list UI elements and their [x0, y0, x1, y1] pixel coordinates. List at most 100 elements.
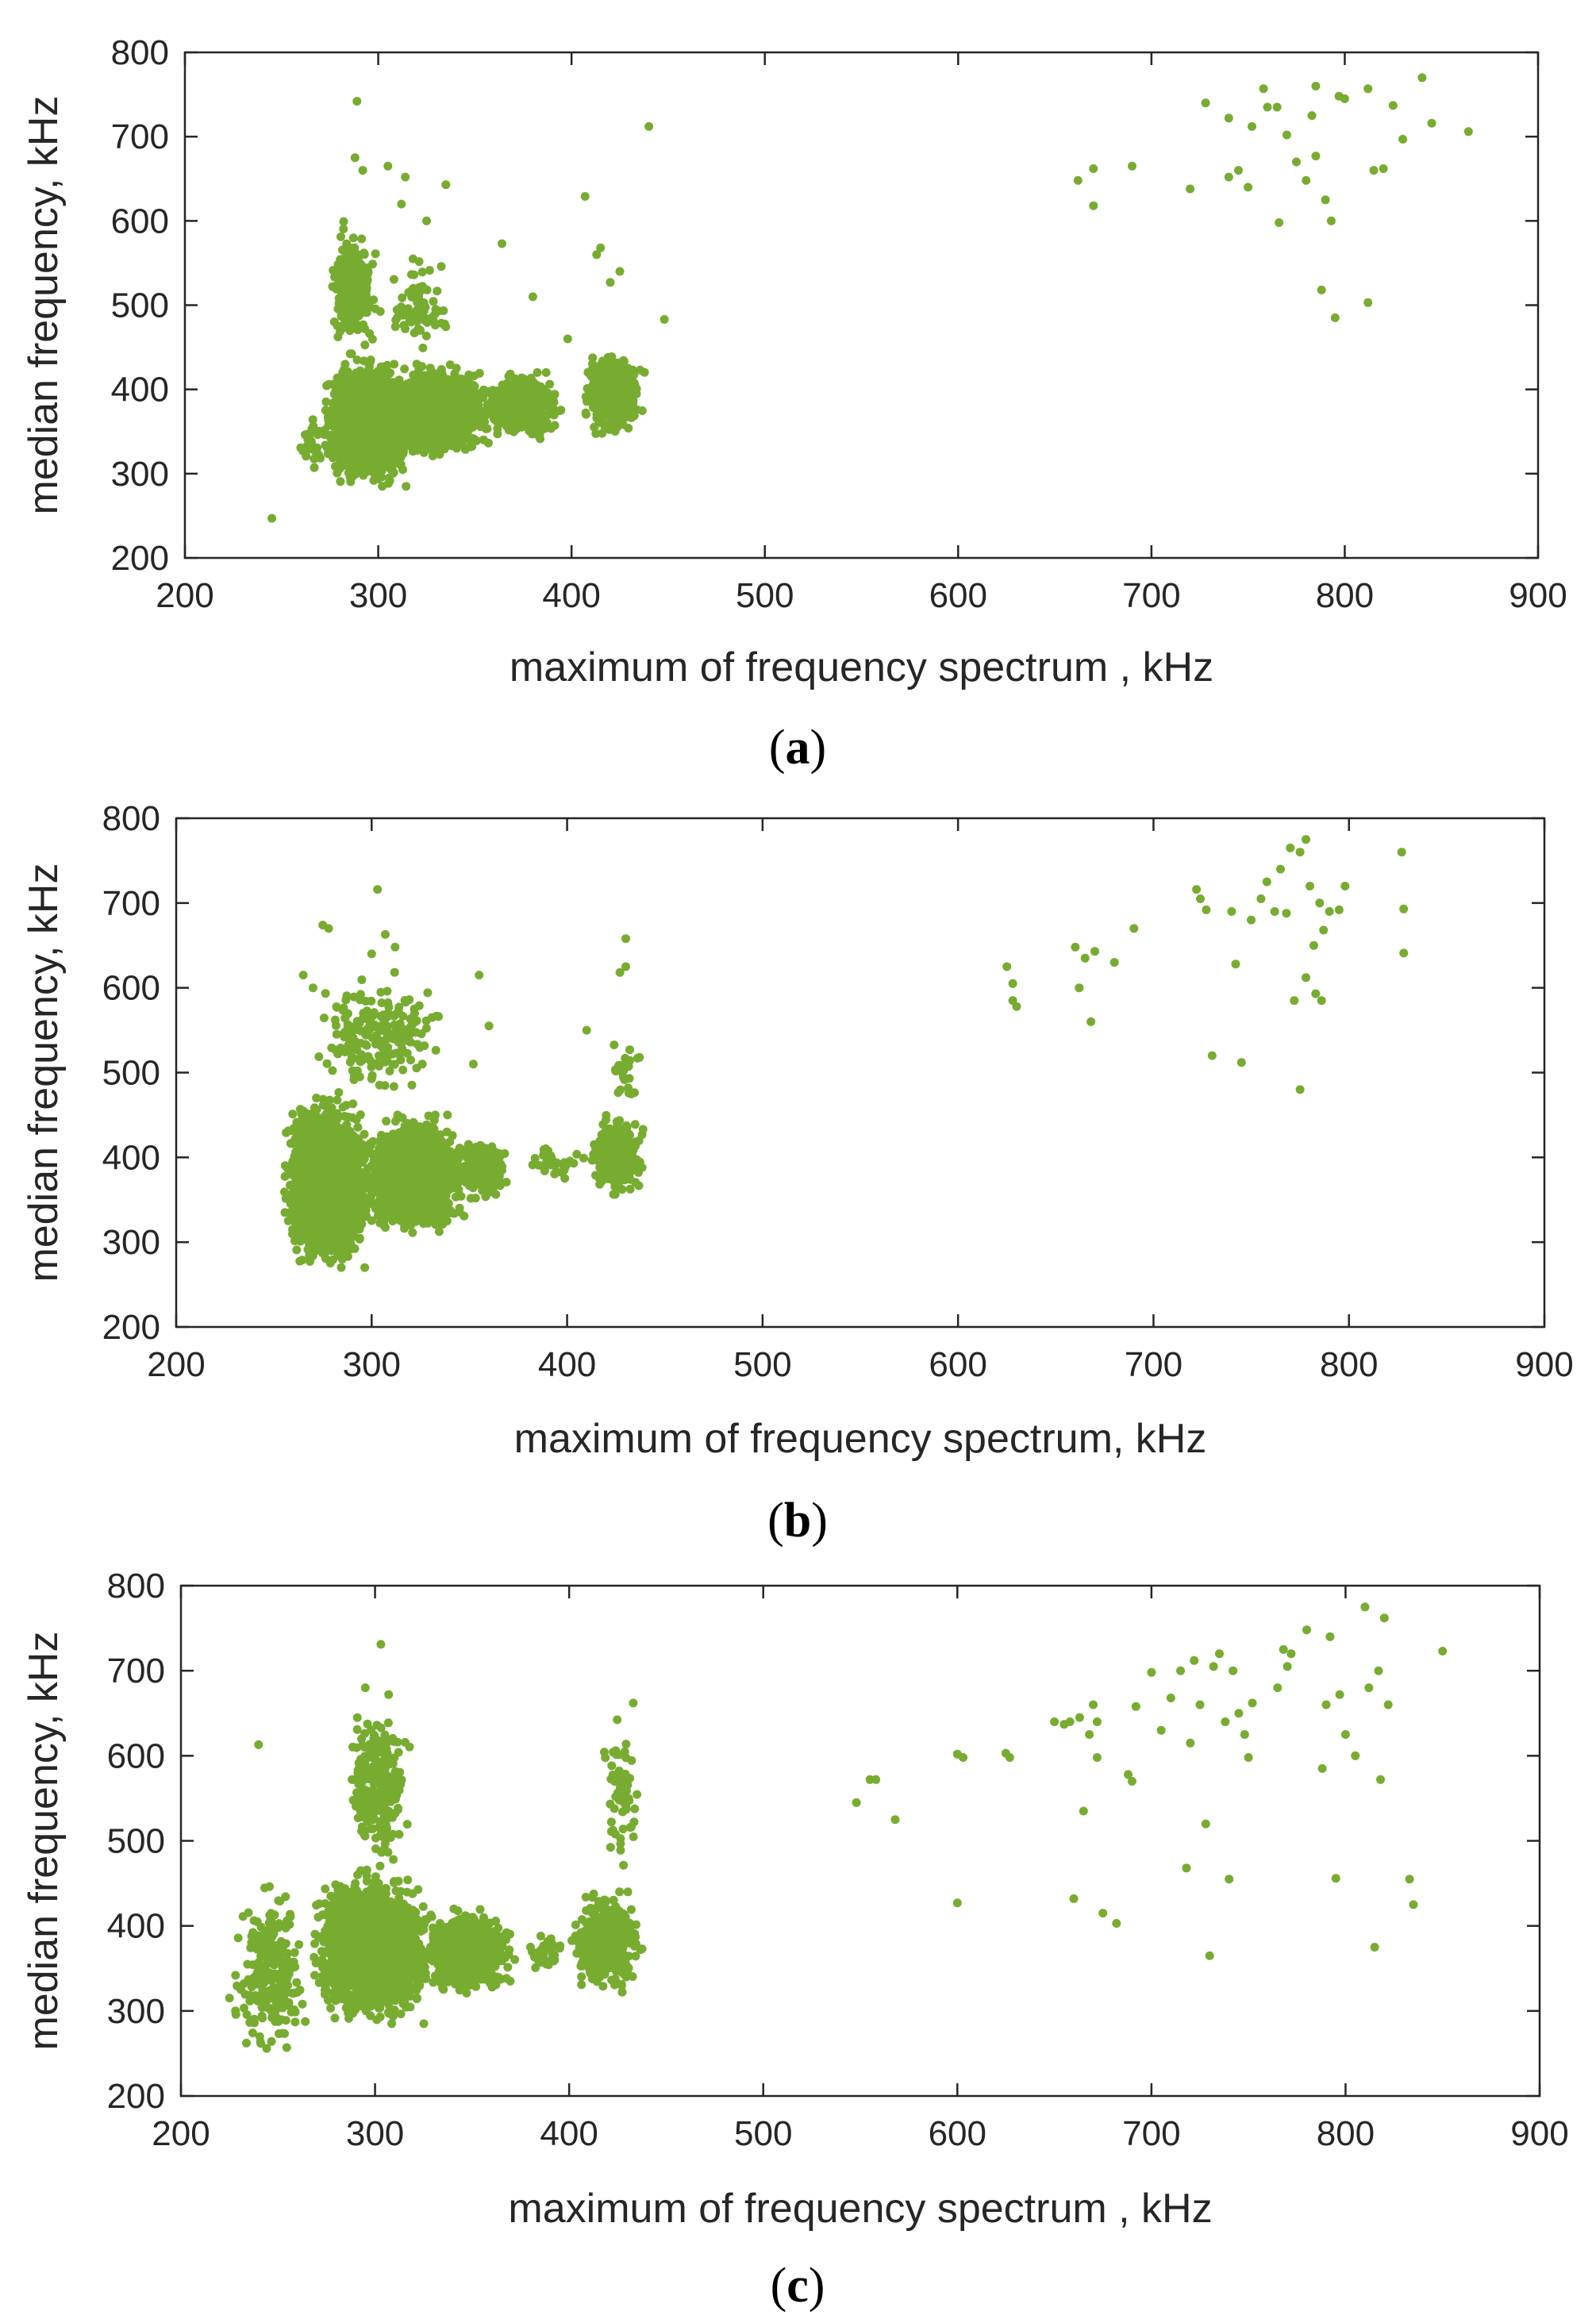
scatter-point — [358, 453, 367, 463]
scatter-point — [347, 446, 356, 456]
scatter-point — [388, 405, 397, 414]
scatter-point — [427, 367, 436, 376]
scatter-point — [479, 393, 488, 402]
scatter-point — [378, 482, 387, 491]
scatter-point — [455, 383, 464, 393]
scatter-point — [391, 438, 400, 448]
scatter-point — [401, 382, 410, 391]
scatter-point — [359, 464, 368, 474]
scatter-point — [533, 367, 542, 377]
scatter-point — [409, 402, 418, 412]
scatter-point — [430, 391, 440, 401]
scatter-point — [347, 470, 356, 479]
scatter-point — [526, 373, 536, 383]
scatter-point — [466, 442, 475, 452]
scatter-point — [531, 425, 540, 434]
scatter-point — [467, 402, 477, 412]
scatter-point — [411, 439, 421, 448]
scatter-point — [545, 379, 555, 389]
scatter-point — [363, 437, 373, 446]
scatter-point — [353, 416, 363, 425]
scatter-point — [366, 356, 375, 366]
scatter-point — [394, 375, 404, 385]
scatter-point — [373, 417, 383, 427]
scatter-point — [328, 430, 337, 440]
scatter-point — [367, 452, 377, 462]
scatter-point — [428, 421, 437, 430]
scatter-point — [398, 407, 407, 417]
scatter-point — [420, 387, 429, 397]
scatter-point — [329, 412, 338, 421]
scatter-point — [445, 360, 455, 370]
scatter-point — [390, 360, 399, 369]
scatter-point — [386, 444, 395, 453]
scatter-point — [519, 374, 529, 383]
scatter-point — [347, 457, 356, 467]
scatter-point — [371, 439, 381, 448]
scatter-point — [410, 430, 420, 440]
scatter-point — [336, 382, 344, 391]
scatter-point — [473, 416, 483, 425]
scatter-point — [625, 365, 633, 375]
scatter-point — [536, 382, 545, 391]
scatter-point — [333, 468, 342, 478]
scatter-point — [340, 365, 348, 375]
scatter-point — [340, 391, 349, 401]
scatter-panel-a: 200 300 400 500 600 700 800 9002003004005006007… — [21, 33, 1567, 775]
scatter-point — [488, 390, 498, 400]
scatter-point — [471, 436, 481, 445]
scatter-point — [521, 400, 531, 410]
scatter-point — [386, 368, 394, 378]
scatter-point — [598, 429, 607, 438]
scatter-point — [460, 422, 469, 432]
scatter-point — [321, 397, 331, 406]
scatter-point — [425, 405, 435, 414]
scatter-point — [367, 429, 377, 439]
scatter-point — [357, 403, 367, 413]
scatter-point — [348, 410, 357, 418]
scatter-point — [371, 372, 381, 382]
scatter-point — [502, 405, 512, 414]
scatter-point — [496, 418, 506, 428]
scatter-point — [402, 482, 411, 491]
scatter-point — [417, 362, 427, 371]
scatter-point — [329, 453, 339, 462]
scatter-point — [637, 406, 647, 415]
scatter-point — [440, 444, 449, 454]
scatter-point — [344, 429, 353, 438]
scatter-point — [356, 393, 365, 402]
scatter-point — [379, 411, 388, 421]
scatter-point — [368, 391, 378, 401]
scatter-point — [414, 420, 424, 429]
scatter-point — [450, 425, 460, 434]
scatter-point — [375, 462, 385, 471]
scatter-point — [555, 406, 564, 416]
scatter-point — [502, 384, 512, 394]
scatter-point — [528, 392, 537, 402]
scatter-point — [469, 391, 479, 401]
scatter-point — [490, 410, 500, 418]
scatter-point — [513, 406, 522, 415]
scatter-point — [463, 386, 472, 395]
scatter-point — [458, 440, 467, 450]
scatter-point — [431, 412, 440, 421]
scatter-point — [418, 373, 428, 383]
scatter-point — [384, 473, 394, 483]
scatter-point — [438, 383, 448, 391]
scatter-point — [342, 436, 352, 446]
scatter-point — [502, 392, 510, 402]
scatter-point — [398, 447, 408, 456]
scatter-point — [459, 402, 468, 411]
scatter-point — [329, 402, 338, 412]
scatter-point — [483, 400, 492, 410]
scatter-point — [427, 445, 436, 455]
scatter-point — [457, 412, 467, 421]
scatter-point — [336, 449, 345, 458]
scatter-point — [443, 395, 452, 405]
scatter-point — [321, 440, 330, 450]
scatter-point — [386, 464, 395, 474]
scatter-point — [404, 395, 413, 405]
scatter-point — [521, 410, 530, 419]
scatter-point — [421, 398, 431, 407]
